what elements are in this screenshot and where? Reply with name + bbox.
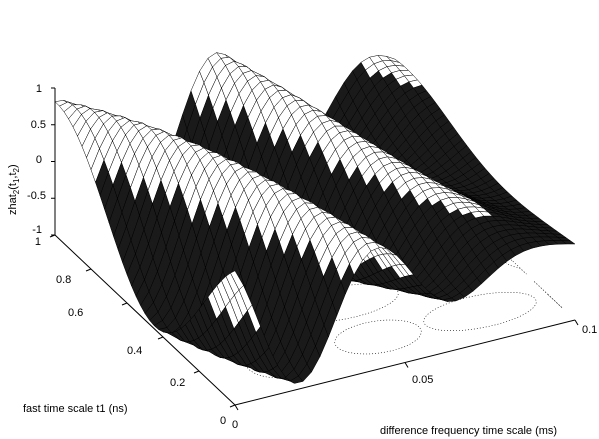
y-tick-label: 1 bbox=[35, 236, 41, 248]
y-axis-line bbox=[54, 234, 236, 406]
z-tick-label: 1 bbox=[36, 83, 42, 95]
tick-mark bbox=[574, 319, 579, 326]
tick-mark bbox=[193, 370, 200, 374]
tick-marks bbox=[49, 87, 579, 411]
tick-mark bbox=[157, 336, 164, 340]
surface-patch bbox=[561, 240, 576, 245]
tick-mark bbox=[85, 268, 92, 272]
x-axis-label: difference frequency time scale (ms) bbox=[380, 425, 557, 437]
z-tick-label: -0.5 bbox=[27, 190, 46, 202]
wireframe-surface bbox=[54, 52, 576, 384]
z-tick-label: 0 bbox=[36, 154, 42, 166]
tick-mark bbox=[229, 404, 236, 408]
y-tick-label: 0.8 bbox=[56, 274, 71, 286]
x-tick-label: 0 bbox=[232, 419, 238, 431]
contour-line bbox=[334, 319, 422, 355]
contour-line bbox=[533, 280, 563, 309]
z-tick-label: 0.5 bbox=[31, 119, 46, 131]
z-tick-label: -1 bbox=[32, 224, 42, 236]
y-tick-label: 0.4 bbox=[127, 345, 142, 357]
tick-mark bbox=[404, 362, 409, 368]
contour-line bbox=[497, 246, 527, 275]
x-tick-label: 0.1 bbox=[582, 324, 597, 336]
y-tick-label: 0.2 bbox=[170, 377, 185, 389]
tick-mark bbox=[121, 302, 128, 306]
tick-mark bbox=[234, 404, 239, 411]
y-tick-label: 0 bbox=[220, 415, 226, 427]
z-axis-label: zhat2(t1,t2) bbox=[7, 164, 21, 215]
y-tick-label: 0.6 bbox=[68, 307, 83, 319]
x-tick-label: 0.05 bbox=[412, 374, 433, 386]
y-axis-label: fast time scale t1 (ns) bbox=[23, 403, 128, 415]
